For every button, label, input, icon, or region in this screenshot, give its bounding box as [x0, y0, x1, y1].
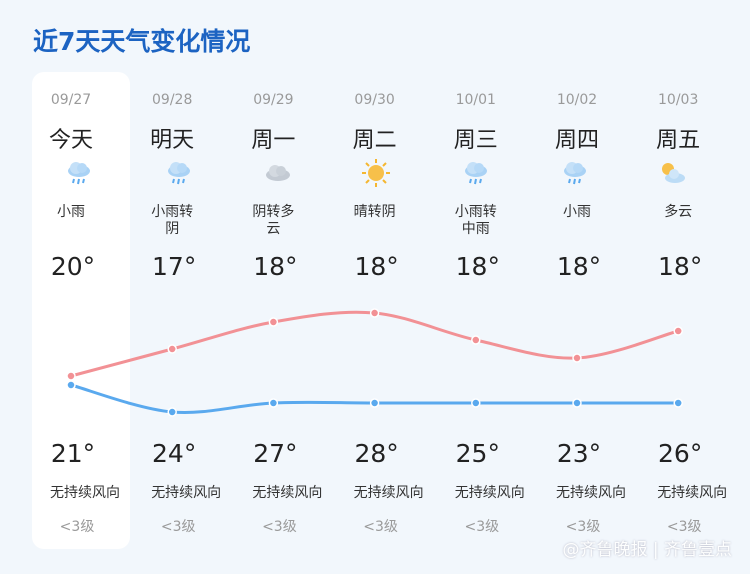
temp-point	[66, 380, 76, 390]
temp-point	[471, 398, 481, 408]
temp-point	[572, 353, 582, 363]
weather-text: 小雨	[563, 204, 591, 220]
temp-point	[167, 407, 177, 417]
weather-icon	[361, 158, 391, 188]
temp-point	[673, 326, 683, 336]
wind-direction: 无持续风向	[50, 485, 120, 501]
title: 近7天天气变化情况	[33, 27, 251, 56]
wind-direction: 无持续风向	[353, 485, 424, 501]
date: 10/03	[658, 92, 699, 108]
day-name: 周二	[352, 128, 397, 153]
weather-icon	[662, 163, 685, 183]
day-name: 周五	[656, 128, 701, 153]
wind-level: <3级	[363, 519, 398, 535]
wind-level: <3级	[565, 519, 601, 535]
temp-point	[66, 371, 76, 381]
wind-level: <3级	[160, 519, 196, 535]
high-temp-label: 24°	[152, 439, 197, 468]
wind-level: <3级	[464, 519, 500, 535]
low-temp-label: 17°	[152, 252, 197, 281]
wind-direction: 无持续风向	[556, 485, 626, 501]
high-temp-label: 28°	[354, 439, 399, 468]
wind-direction: 无持续风向	[454, 485, 525, 501]
day-name: 今天	[48, 128, 94, 153]
temp-point	[673, 398, 683, 408]
wind-level: <3级	[666, 519, 702, 535]
weather-icon	[464, 161, 488, 185]
day-name: 明天	[150, 128, 195, 153]
high-temp-label: 23°	[556, 439, 602, 468]
temp-point	[369, 308, 380, 318]
watermark: @齐鲁晚报 | 齐鲁壹点	[562, 540, 732, 560]
weather-icon	[266, 165, 290, 181]
low-temp-label: 18°	[556, 252, 602, 281]
temp-point	[471, 335, 481, 345]
weather-text: 晴转阴	[353, 204, 396, 220]
weather-icon	[167, 161, 191, 185]
wind-level: <3级	[262, 519, 297, 535]
high-temp-label: 27°	[253, 439, 298, 468]
temp-point	[572, 398, 582, 408]
high-temp-label: 21°	[50, 439, 96, 468]
high-temp-label: 25°	[455, 439, 500, 468]
date: 09/30	[354, 92, 395, 108]
date: 10/01	[455, 92, 496, 108]
low-temp-label: 18°	[253, 252, 298, 281]
low-temp-label: 18°	[658, 252, 703, 281]
weather-text: 小雨	[57, 204, 85, 220]
temp-point	[369, 398, 380, 408]
weather-text: 小雨转阴	[151, 204, 194, 237]
day-name: 周三	[453, 128, 498, 153]
low-temp-label: 18°	[455, 252, 500, 281]
weather-text: 小雨转中雨	[454, 204, 497, 237]
temp-point	[268, 398, 279, 408]
date: 10/02	[556, 92, 598, 108]
date: 09/28	[152, 92, 193, 108]
day-name: 周四	[554, 128, 600, 153]
date: 09/29	[253, 92, 294, 108]
temp-point	[167, 344, 177, 354]
day-name: 周一	[251, 128, 296, 153]
wind-direction: 无持续风向	[657, 485, 728, 501]
weather-text: 多云	[664, 204, 693, 220]
today-card	[32, 72, 130, 549]
low-temp-label: 20°	[50, 252, 96, 281]
weather-text: 阴转多云	[252, 204, 295, 237]
high-temp-label: 26°	[658, 439, 703, 468]
wind-direction: 无持续风向	[151, 485, 222, 501]
low-temp-label: 18°	[354, 252, 399, 281]
weather-icon	[563, 161, 587, 185]
wind-level: <3级	[59, 519, 95, 535]
temp-line	[70, 310, 679, 378]
date: 09/27	[50, 92, 92, 108]
wind-direction: 无持续风向	[252, 485, 323, 501]
temp-point	[268, 317, 279, 327]
